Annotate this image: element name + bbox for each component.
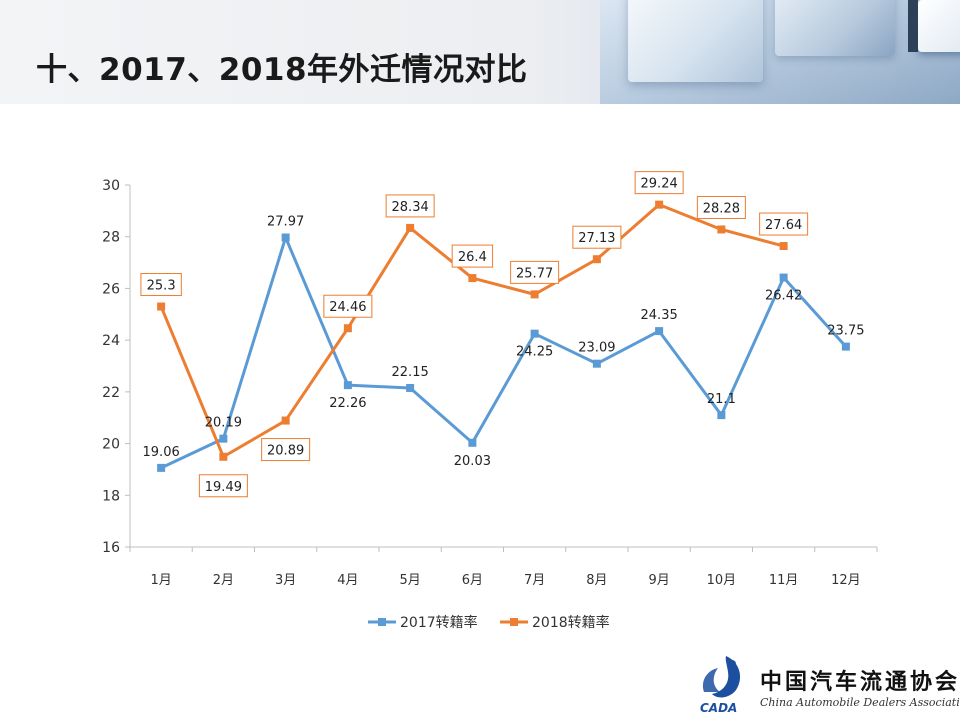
data-label-box-2018 — [323, 294, 373, 318]
point-marker-2017 — [592, 359, 601, 368]
point-marker-2017 — [717, 411, 726, 420]
data-label-2017: 19.06 — [143, 445, 180, 460]
x-tick-label: 6月 — [462, 573, 483, 588]
data-label-2017: 21.1 — [707, 392, 736, 407]
data-label-box-2018 — [759, 212, 809, 236]
x-tick-label: 11月 — [769, 573, 799, 588]
data-label-2017: 22.26 — [329, 396, 366, 411]
point-marker-2018 — [530, 290, 539, 299]
data-label-2018: 25.77 — [516, 266, 553, 281]
data-label-2018: 28.34 — [392, 200, 429, 215]
point-marker-2017 — [219, 434, 228, 443]
data-label-2018: 19.49 — [205, 480, 242, 495]
header-cubes-image — [600, 0, 960, 104]
data-label-2018: 26.4 — [458, 250, 487, 265]
point-marker-2017 — [281, 233, 290, 242]
y-tick-label: 26 — [102, 281, 120, 297]
point-marker-2018 — [717, 225, 726, 234]
x-tick-label: 1月 — [150, 573, 171, 588]
y-tick-label: 18 — [102, 488, 120, 504]
x-tick-label: 2月 — [213, 573, 234, 588]
svg-text:CADA: CADA — [700, 701, 737, 715]
data-label-2017: 27.97 — [267, 214, 304, 229]
data-label-box-2018 — [451, 244, 494, 268]
data-label-2017: 24.25 — [516, 345, 553, 360]
logo-english-name: China Automobile Dealers Association — [760, 696, 960, 709]
y-tick-label: 20 — [102, 437, 120, 453]
data-label-box-2018 — [696, 195, 746, 219]
data-label-2017: 22.15 — [392, 365, 429, 380]
point-marker-2017 — [343, 381, 352, 390]
data-label-box-2018 — [385, 194, 435, 218]
x-tick-label: 5月 — [399, 573, 420, 588]
point-marker-2017 — [530, 329, 539, 338]
data-label-2017: 23.75 — [827, 324, 864, 339]
page-title: 十、2017、2018年外迁情况对比 — [36, 52, 528, 88]
data-label-2017: 26.42 — [765, 289, 802, 304]
legend-marker-2017 — [378, 618, 386, 626]
point-marker-2018 — [157, 302, 166, 311]
cube-shape — [775, 0, 895, 56]
x-tick-label: 7月 — [524, 573, 545, 588]
data-label-2018: 29.24 — [641, 177, 678, 192]
data-label-box-2018 — [510, 260, 560, 284]
x-tick-label: 12月 — [831, 573, 861, 588]
data-label-2017: 20.03 — [454, 454, 491, 469]
legend-marker-2018 — [510, 618, 518, 626]
cube-shape — [908, 0, 960, 52]
data-label-2018: 25.3 — [147, 279, 176, 294]
series-line-2017 — [160, 235, 847, 470]
point-marker-2017 — [655, 327, 664, 336]
legend-label-2017: 2017转籍率 — [400, 614, 478, 631]
data-label-box-2018 — [261, 438, 311, 462]
data-label-box-2018 — [572, 225, 622, 249]
point-marker-2017 — [406, 383, 415, 392]
x-tick-label: 9月 — [648, 573, 669, 588]
y-tick-label: 22 — [102, 385, 120, 401]
point-marker-2017 — [468, 438, 477, 447]
point-marker-2018 — [219, 452, 228, 461]
point-marker-2018 — [468, 274, 477, 283]
point-marker-2017 — [779, 273, 788, 282]
legend-label-2018: 2018转籍率 — [532, 614, 610, 631]
data-label-box-2018 — [198, 474, 248, 498]
data-label-box-2018 — [140, 273, 182, 297]
series-line-2018 — [159, 203, 785, 459]
x-tick-label: 8月 — [586, 573, 607, 588]
data-label-2018: 27.64 — [765, 218, 802, 233]
point-marker-2017 — [841, 342, 850, 351]
point-marker-2018 — [779, 242, 788, 251]
point-marker-2017 — [157, 463, 166, 472]
data-label-2018: 20.89 — [267, 444, 304, 459]
y-tick-label: 28 — [102, 230, 120, 246]
data-label-2018: 24.46 — [329, 300, 366, 315]
point-marker-2018 — [343, 324, 352, 333]
cada-logo: CADA 中国汽车流通协会 China Automobile Dealers A… — [686, 650, 960, 720]
header-banner — [0, 0, 960, 104]
x-tick-label: 4月 — [337, 573, 358, 588]
x-tick-label: 3月 — [275, 573, 296, 588]
point-marker-2018 — [592, 255, 601, 264]
point-marker-2018 — [655, 200, 664, 209]
data-label-2018: 27.13 — [578, 231, 615, 246]
logo-chinese-name: 中国汽车流通协会 — [760, 669, 960, 695]
point-marker-2018 — [281, 416, 290, 425]
data-label-2017: 24.35 — [641, 308, 678, 323]
y-tick-label: 24 — [102, 333, 120, 349]
cube-shape — [628, 0, 763, 82]
y-tick-label: 30 — [102, 178, 120, 194]
x-tick-label: 10月 — [707, 573, 737, 588]
cada-logo-mark-icon: CADA — [700, 656, 741, 715]
y-tick-label: 16 — [102, 540, 120, 556]
data-label-box-2018 — [634, 171, 684, 195]
data-label-2018: 28.28 — [703, 201, 740, 216]
data-label-2017: 20.19 — [205, 416, 242, 431]
data-label-2017: 23.09 — [578, 341, 615, 356]
point-marker-2018 — [406, 223, 415, 232]
